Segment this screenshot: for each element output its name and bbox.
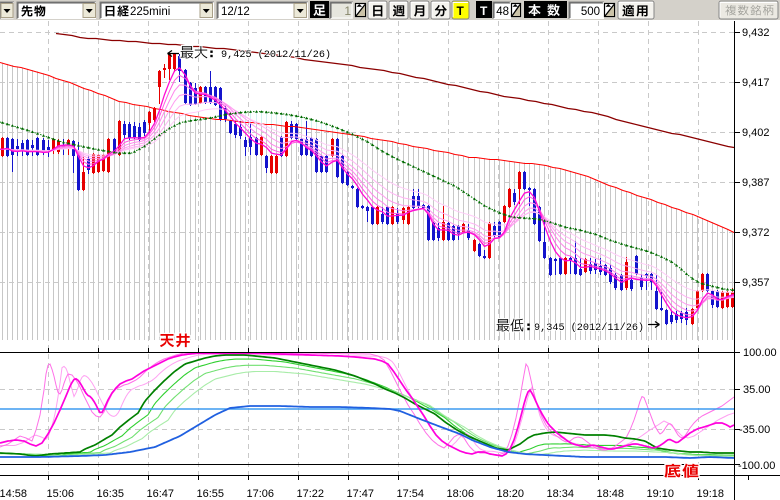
- svg-text:16:35: 16:35: [97, 488, 125, 500]
- svg-text:17:54: 17:54: [397, 488, 425, 500]
- svg-text:9,417: 9,417: [742, 77, 770, 89]
- svg-text:9,372: 9,372: [742, 227, 770, 239]
- svg-text:17:47: 17:47: [347, 488, 375, 500]
- svg-text:9,357: 9,357: [742, 277, 770, 289]
- svg-text:18:48: 18:48: [597, 488, 625, 500]
- svg-text:16:55: 16:55: [197, 488, 225, 500]
- svg-text:100.00: 100.00: [743, 347, 777, 359]
- svg-text:500: 500: [581, 6, 600, 18]
- svg-text:18:20: 18:20: [497, 488, 525, 500]
- svg-text:T: T: [457, 4, 465, 18]
- svg-text:15:06: 15:06: [47, 488, 75, 500]
- svg-text:225mini: 225mini: [130, 6, 170, 18]
- svg-text:-35.00: -35.00: [739, 424, 770, 436]
- svg-text:18:34: 18:34: [547, 488, 575, 500]
- svg-text:9,345 (2012/11/26): 9,345 (2012/11/26): [534, 322, 644, 334]
- svg-text:9,432: 9,432: [742, 27, 770, 39]
- svg-text:9,387: 9,387: [742, 177, 770, 189]
- svg-text:17:06: 17:06: [247, 488, 275, 500]
- svg-text:-100.00: -100.00: [738, 460, 775, 472]
- svg-text:14:58: 14:58: [0, 488, 27, 500]
- svg-text:16:47: 16:47: [147, 488, 175, 500]
- svg-text:9,402: 9,402: [742, 127, 770, 139]
- svg-text:18:06: 18:06: [447, 488, 475, 500]
- svg-text:1: 1: [344, 4, 351, 18]
- svg-text:17:22: 17:22: [297, 488, 325, 500]
- svg-text:19:18: 19:18: [697, 488, 725, 500]
- svg-text:19:10: 19:10: [647, 488, 675, 500]
- svg-text:48: 48: [496, 6, 509, 18]
- svg-text:35.00: 35.00: [743, 384, 771, 396]
- svg-text:12/12: 12/12: [221, 6, 250, 18]
- svg-text:T: T: [480, 4, 488, 18]
- svg-text:9,425 (2012/11/26): 9,425 (2012/11/26): [221, 49, 331, 61]
